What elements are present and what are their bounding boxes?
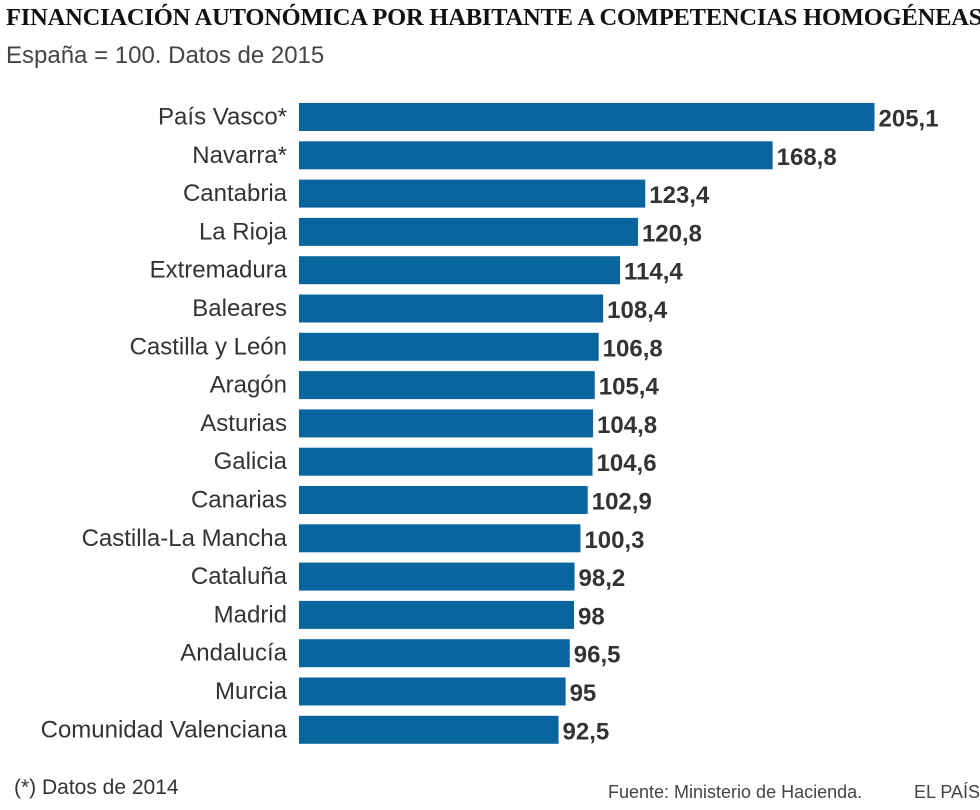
- bar: [299, 217, 638, 246]
- bar: [299, 371, 595, 400]
- source-note: Fuente: Ministerio de Hacienda.: [608, 782, 863, 802]
- chart-subtitle: España = 100. Datos de 2015: [6, 42, 325, 69]
- value-label: 105,4: [599, 374, 660, 401]
- category-label: Comunidad Valenciana: [41, 716, 288, 743]
- value-label: 108,4: [607, 297, 668, 324]
- bar: [299, 562, 575, 591]
- category-label: Castilla y León: [130, 333, 287, 360]
- bar: [299, 332, 599, 361]
- value-label: 98: [578, 603, 605, 630]
- bar: [299, 409, 594, 438]
- category-label: Galicia: [214, 448, 288, 475]
- category-label: Cataluña: [191, 563, 288, 590]
- value-label: 104,6: [597, 450, 657, 477]
- category-label: Extremadura: [150, 257, 288, 284]
- value-label: 100,3: [584, 527, 644, 554]
- bar: [299, 677, 566, 706]
- value-label: 102,9: [592, 489, 652, 516]
- category-label: Navarra*: [192, 142, 287, 169]
- value-label: 205,1: [879, 106, 939, 133]
- category-label: Madrid: [214, 601, 287, 628]
- value-label: 106,8: [603, 335, 663, 362]
- value-label: 120,8: [642, 220, 702, 247]
- bar: [299, 600, 574, 629]
- bar: [299, 447, 593, 476]
- bar: [299, 715, 559, 744]
- value-label: 98,2: [579, 565, 626, 592]
- category-label: Cantabria: [183, 180, 288, 207]
- category-label: Murcia: [215, 678, 288, 705]
- category-label: País Vasco*: [158, 104, 287, 131]
- category-label: Canarias: [191, 487, 287, 514]
- value-label: 123,4: [649, 182, 710, 209]
- value-label: 95: [570, 680, 597, 707]
- category-label: La Rioja: [199, 218, 288, 245]
- bar: [299, 141, 773, 170]
- bar: [299, 179, 646, 208]
- publisher-brand: EL PAÍS: [914, 782, 980, 802]
- category-label: Castilla-La Mancha: [82, 525, 288, 552]
- bar: [299, 524, 581, 553]
- footnote: (*) Datos de 2014: [14, 776, 179, 799]
- category-label: Aragón: [210, 372, 287, 399]
- bar: [299, 103, 875, 131]
- category-label: Asturias: [200, 410, 287, 437]
- bar: [299, 294, 604, 323]
- bar: [299, 486, 588, 514]
- bar: [299, 639, 570, 668]
- value-label: 168,8: [777, 144, 837, 171]
- value-label: 104,8: [597, 412, 657, 439]
- value-label: 92,5: [563, 718, 610, 745]
- category-label: Baleares: [192, 295, 287, 322]
- value-label: 96,5: [574, 642, 621, 669]
- value-label: 114,4: [624, 259, 683, 286]
- chart-title: FINANCIACIÓN AUTONÓMICA POR HABITANTE A …: [6, 4, 980, 31]
- bar: [299, 256, 621, 285]
- category-label: Andalucía: [180, 640, 287, 667]
